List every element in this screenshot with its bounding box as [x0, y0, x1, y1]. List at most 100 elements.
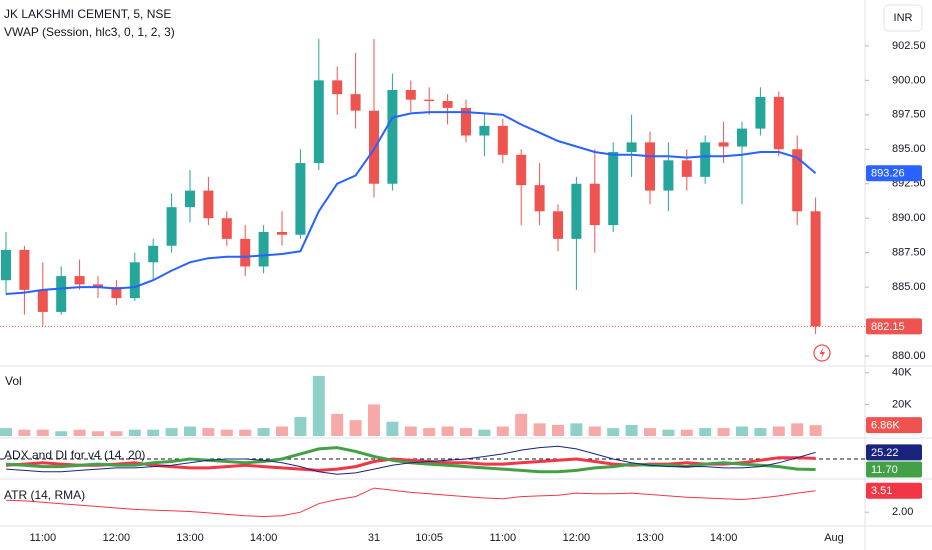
x-tick-label: 11:00 — [489, 532, 516, 544]
volume-bar — [717, 428, 730, 436]
volume-bar — [331, 413, 344, 436]
volume-bar — [809, 425, 822, 436]
indicator-line — [5, 487, 816, 518]
candle-body — [645, 142, 655, 191]
x-tick-label: 14:00 — [710, 532, 738, 544]
candle-body — [608, 152, 619, 226]
pane-title: Vol — [5, 374, 22, 388]
y-tick-label: 897.50 — [892, 109, 926, 121]
volume-bar — [552, 424, 564, 436]
y-tick-label: 2.00 — [892, 506, 913, 518]
volume-bar — [607, 428, 620, 436]
volume-bar — [128, 429, 141, 436]
volume-bar — [18, 429, 31, 436]
x-tick-label: 13:00 — [176, 532, 204, 544]
y-tick-label: 900.00 — [892, 74, 926, 86]
y-tick-label: 880.00 — [892, 350, 926, 362]
volume-bar — [276, 426, 288, 436]
volume-bar — [680, 429, 693, 436]
candle-body — [37, 289, 48, 312]
candle-body — [166, 207, 177, 246]
candle-body — [571, 183, 582, 239]
volume-bar — [772, 426, 785, 436]
indicator-label-box — [866, 461, 922, 478]
x-tick-label: 12:00 — [563, 532, 591, 544]
volume-bar — [644, 428, 656, 436]
candle-body — [516, 154, 527, 186]
volume-bar — [441, 426, 454, 436]
indicator-label: 11.70 — [871, 464, 898, 476]
volume-bar — [496, 426, 509, 436]
volume-bar — [202, 428, 215, 436]
volume-bar — [110, 431, 123, 436]
candle-body — [626, 142, 637, 153]
candle-body — [718, 142, 729, 147]
candle-body — [755, 96, 766, 129]
candle-body — [681, 160, 692, 177]
candle-body — [74, 276, 85, 285]
y-tick-label: 40K — [892, 367, 912, 379]
indicator-label-box — [866, 444, 922, 461]
volume-bar — [55, 431, 68, 436]
candle-body — [93, 284, 103, 288]
candle-body — [369, 110, 379, 184]
indicator-line — [5, 445, 816, 475]
x-tick-label: 10:05 — [415, 532, 443, 544]
y-tick-label: 890.00 — [892, 212, 926, 224]
candle-body — [479, 125, 490, 136]
pane-title: ADX and DI for v4 (14, 20) — [4, 448, 145, 462]
indicator-label: 25.22 — [871, 447, 899, 459]
candle-body — [405, 90, 416, 100]
volume-bar — [220, 429, 233, 436]
volume-bar — [0, 428, 12, 436]
y-tick-label: 902.50 — [892, 40, 926, 52]
volume-bar — [404, 426, 417, 436]
x-tick-label: 11:00 — [29, 532, 56, 544]
volume-bar — [754, 428, 767, 436]
candle-body — [240, 238, 251, 267]
volume-bar — [423, 428, 436, 436]
plot-area — [0, 39, 865, 518]
volume-bar — [460, 428, 472, 436]
currency-button[interactable] — [883, 4, 923, 32]
candle-body — [111, 287, 122, 299]
x-tick-label: 12:00 — [103, 532, 131, 544]
volume-bar — [736, 426, 748, 436]
volume-bar — [184, 426, 196, 436]
candle-body — [387, 90, 398, 184]
vwap-label: 893.26 — [871, 168, 905, 180]
volume-bar — [257, 428, 270, 436]
volume-bar — [533, 423, 546, 436]
vwap-line — [5, 111, 817, 295]
candle-body — [203, 190, 214, 219]
candle-body — [350, 94, 361, 111]
candle-body — [773, 96, 784, 150]
indicator-label: 3.51 — [871, 485, 892, 497]
lightning-icon — [819, 347, 825, 359]
volume-bar — [147, 429, 160, 436]
candle-body — [663, 160, 674, 191]
y-tick-label: 20K — [892, 398, 912, 410]
volume-bar — [349, 420, 362, 436]
last-price-label-box — [866, 318, 922, 335]
candle-body — [792, 149, 803, 212]
candle-body — [553, 211, 563, 239]
x-tick-label: 14:00 — [250, 532, 278, 544]
candle-body — [534, 185, 545, 212]
candle-body — [424, 99, 435, 102]
candle-body — [700, 142, 711, 177]
volume-bar — [478, 429, 491, 436]
volume-bar — [515, 413, 528, 436]
volume-bar — [625, 424, 638, 436]
candle-body — [295, 163, 306, 235]
volume-label-box — [866, 417, 922, 434]
volume-bar — [570, 423, 583, 436]
x-tick-label: 13:00 — [636, 532, 664, 544]
indicator-title: VWAP (Session, hlc3, 0, 1, 2, 3) — [4, 25, 175, 39]
volume-bar — [92, 431, 104, 436]
currency: INR — [894, 12, 913, 24]
x-tick-label: 31 — [368, 532, 380, 544]
candle-body — [19, 249, 30, 290]
volume-bar — [368, 404, 380, 436]
